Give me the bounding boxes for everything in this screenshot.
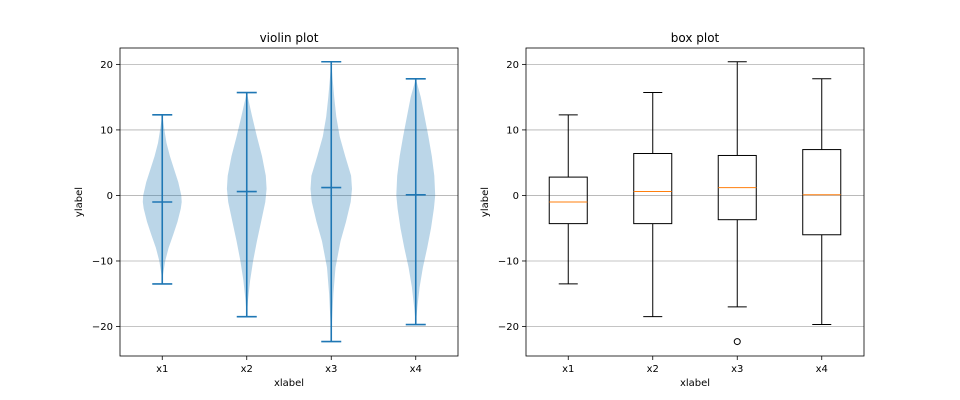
violin-plot-ylabel: ylabel (74, 187, 85, 217)
box-plot-title: box plot (671, 31, 720, 45)
box-plot-panel: −20 −10 0 10 20 x1 x2 x3 x4 box plot xlabel ylabel (480, 31, 865, 389)
y-tick-label: 20 (506, 60, 519, 71)
x-tick-label: x2 (241, 364, 253, 375)
box-iqr (802, 149, 842, 236)
box-iqr (548, 176, 588, 225)
box-x3 (717, 61, 757, 346)
y-tick-label: 10 (506, 125, 519, 136)
x-tick-label: x3 (731, 364, 743, 375)
y-gridlines (526, 63, 864, 327)
y-tick-label: −10 (92, 256, 113, 267)
y-tick-label: −20 (92, 322, 113, 333)
violin-plot-panel: −20 −10 0 10 20 x1 x2 x3 x4 violin plot xlabel ylab… (74, 31, 459, 389)
y-tick-label: 20 (100, 60, 113, 71)
violin-x1 (142, 114, 182, 285)
box-x2 (633, 92, 673, 318)
y-tick-label: 0 (513, 191, 519, 202)
box-plot-ylabel: ylabel (480, 187, 491, 217)
x-tick-label: x4 (410, 364, 422, 375)
box-x1 (548, 114, 588, 285)
x-tick-label: x3 (325, 364, 337, 375)
violin-x2 (226, 91, 267, 318)
violin-plot-xlabel: xlabel (274, 378, 304, 389)
y-tick-label: 0 (107, 191, 113, 202)
axes-frame (525, 47, 865, 357)
y-tick-label: −10 (498, 256, 519, 267)
x-tick-label: x1 (562, 364, 574, 375)
box-outlier-point (733, 338, 741, 346)
x-tick-label: x4 (816, 364, 828, 375)
violin-plot-title: violin plot (260, 31, 319, 45)
box-plot-xlabel: xlabel (680, 378, 710, 389)
box-x4 (802, 78, 842, 326)
x-tick-label: x2 (647, 364, 659, 375)
x-tick-label: x1 (156, 364, 168, 375)
violin-x3 (310, 60, 352, 343)
box-iqr (633, 153, 673, 225)
violin-x4 (396, 78, 436, 326)
y-gridlines (120, 63, 458, 327)
y-tick-label: −20 (498, 322, 519, 333)
y-tick-label: 10 (100, 125, 113, 136)
axes-frame (119, 47, 459, 357)
